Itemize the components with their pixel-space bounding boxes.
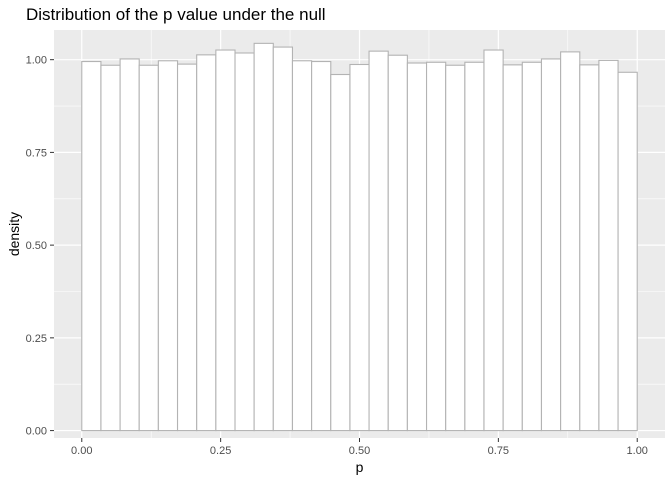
histogram-bar	[502, 64, 523, 432]
histogram-bar	[176, 63, 198, 432]
histogram-bar	[311, 60, 332, 432]
histogram-bar	[138, 64, 159, 432]
histogram-bar	[253, 42, 274, 432]
x-tick-label: 0.75	[488, 445, 509, 457]
histogram-bar	[196, 54, 217, 432]
histogram-bar	[157, 60, 179, 432]
histogram-bar	[598, 59, 619, 432]
x-tick-label: 1.00	[627, 445, 648, 457]
x-tick-label: 0.25	[210, 445, 231, 457]
histogram-bar	[291, 60, 313, 432]
histogram-bar	[540, 58, 562, 432]
y-tick-label: 0.00	[26, 426, 47, 438]
histogram-bar	[119, 58, 140, 432]
histogram-bar	[425, 61, 447, 432]
histogram-bar	[617, 71, 638, 432]
axes: 0.00 0.25 0.50 0.75 1.00 0.00 0.25 0.50 0.75 1.00	[26, 55, 648, 457]
y-axis-title: density	[6, 212, 22, 256]
histogram-bar	[215, 49, 236, 432]
histogram-bar	[81, 60, 102, 432]
histogram-bar	[330, 73, 351, 432]
x-axis-title: p	[356, 459, 364, 475]
histogram-bar	[464, 61, 485, 432]
histogram-bar	[100, 64, 121, 432]
y-tick-label: 1.00	[26, 55, 47, 67]
histogram-bar	[272, 46, 294, 432]
y-tick-label: 0.50	[26, 240, 47, 252]
histogram-bar	[234, 52, 255, 432]
y-tick-label: 0.25	[26, 333, 47, 345]
histogram-bar	[368, 50, 389, 432]
histogram-bar	[387, 54, 408, 432]
histogram-bar	[521, 61, 543, 432]
histogram-bar	[406, 62, 428, 432]
histogram-bar	[560, 51, 581, 432]
histogram-bar	[349, 63, 370, 432]
x-tick-label: 0.50	[349, 445, 370, 457]
histogram-bar	[483, 49, 504, 432]
histogram-bar	[445, 64, 466, 432]
x-tick-label: 0.00	[71, 445, 92, 457]
chart-title: Distribution of the p value under the nu…	[26, 5, 326, 24]
histogram-bar	[579, 64, 600, 432]
y-tick-label: 0.75	[26, 147, 47, 159]
histogram-bars	[81, 42, 638, 432]
